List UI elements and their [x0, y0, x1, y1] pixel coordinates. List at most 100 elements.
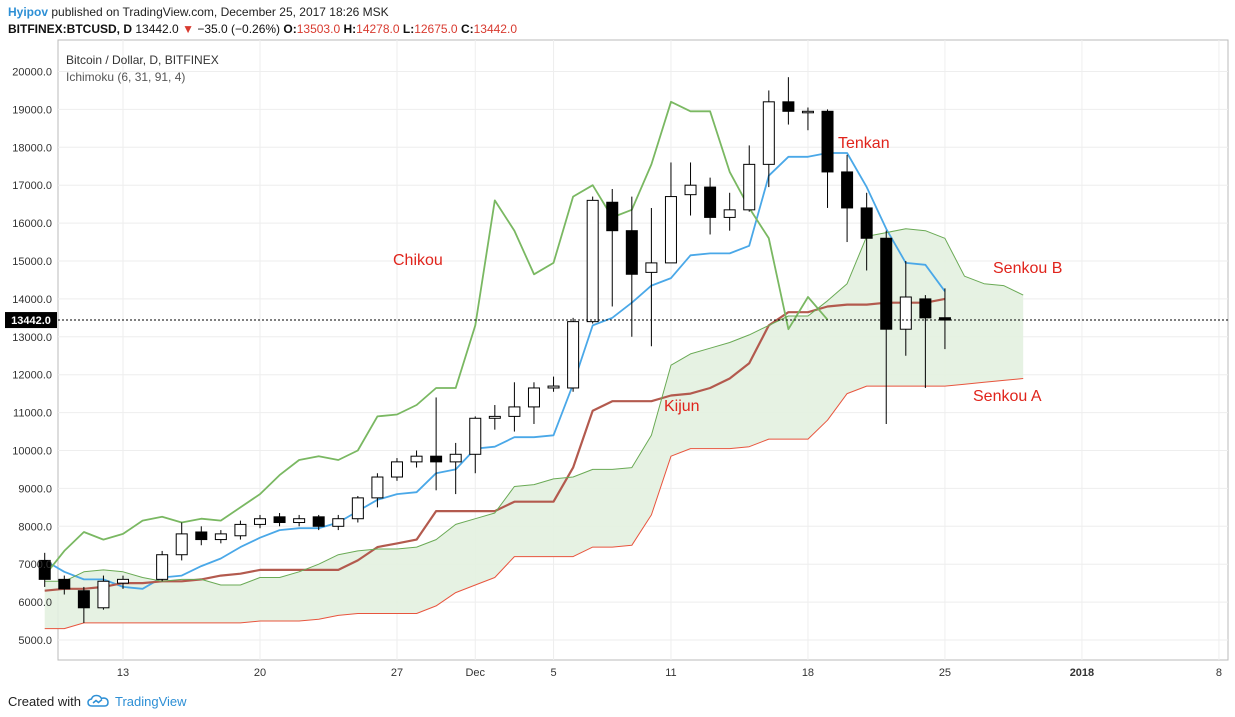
candle-body-down: [880, 237, 893, 330]
ichimoku-cloud: [44, 228, 1024, 629]
candle: [449, 442, 462, 495]
candle-body-up: [371, 476, 384, 499]
candle-body-up: [508, 406, 521, 417]
candle: [508, 382, 521, 432]
candle-body-up: [156, 554, 169, 580]
y-tick-label: 17000.0: [12, 180, 52, 192]
candle: [58, 575, 71, 595]
candle: [919, 295, 932, 388]
x-tick-label: 13: [117, 667, 129, 679]
plot-frame: [57, 39, 1229, 661]
author-link[interactable]: Hyipov: [8, 5, 49, 19]
indicator-lines: [43, 100, 1024, 630]
x-tick-label: 8: [1216, 667, 1222, 679]
candle-body-down: [860, 207, 873, 239]
annotation-senkou-a: Senkou A: [973, 388, 1042, 405]
chart-canvas[interactable]: 5000.0 6000.0 7000.0 8000.0 9000.0 10000.0 110…: [0, 0, 1235, 690]
y-tick-label: 7000.0: [18, 559, 52, 571]
candle-body-down: [430, 455, 443, 463]
y-tick-label: 5000.0: [18, 635, 52, 647]
candle: [606, 188, 619, 307]
candle-body-up: [801, 110, 814, 114]
symbol-name: BITFINEX:BTCUSD, D: [8, 22, 132, 36]
candle-body-up: [117, 578, 129, 584]
high-value: 14278.0: [356, 22, 400, 36]
candle-body-up: [527, 387, 540, 408]
y-tick-label: 10000.0: [12, 446, 52, 458]
price-tag: [5, 312, 57, 329]
candle-body-up: [547, 385, 560, 389]
candle: [371, 473, 384, 508]
candle-body-down: [58, 578, 71, 590]
tradingview-logo[interactable]: TradingView: [87, 694, 187, 709]
candle-body-down: [782, 101, 795, 112]
candle: [841, 154, 854, 243]
kijun-line: [44, 297, 946, 592]
price-change: −35.0 (−0.26%): [197, 22, 281, 36]
candle: [801, 107, 814, 131]
y-tick-label: 12000.0: [12, 370, 52, 382]
candle: [899, 261, 912, 356]
candle: [351, 495, 364, 523]
annotation-tenkan: Tenkan: [838, 135, 890, 152]
candle-body-up: [743, 163, 756, 211]
candle: [390, 458, 403, 481]
grid-lines: [58, 40, 1228, 660]
footer: Created with TradingView: [8, 690, 187, 712]
candle-body-down: [312, 516, 325, 527]
low-value: 12675.0: [414, 22, 458, 36]
annotation-chikou: Chikou: [393, 252, 443, 269]
candle: [723, 192, 736, 231]
tradingview-brand: TradingView: [114, 693, 187, 709]
current-price-line: 13442.0: [5, 312, 1228, 329]
candle-body-down: [938, 317, 951, 321]
candle-body-up: [684, 184, 697, 196]
candle-body-up: [234, 523, 247, 537]
candle-body-up: [488, 415, 501, 419]
candle: [117, 575, 129, 589]
open-label: O:: [283, 22, 297, 36]
annotation-senkou-b: Senkou B: [993, 260, 1062, 277]
y-tick-label: 9000.0: [18, 483, 52, 495]
candle: [880, 230, 893, 424]
y-tick-label: 18000.0: [12, 142, 52, 154]
candle: [77, 586, 90, 623]
candle-body-down: [606, 201, 619, 232]
candle: [312, 514, 325, 531]
candle-body-down: [38, 559, 51, 580]
created-with-text: Created with: [8, 693, 81, 709]
candle-body-up: [97, 580, 110, 609]
symbol-line: BITFINEX:BTCUSD, D 13442.0 ▼ −35.0 (−0.2…: [8, 21, 1227, 38]
y-tick-label: 20000.0: [12, 67, 52, 79]
close-label: C:: [460, 22, 474, 36]
x-tick-label: 2018: [1070, 667, 1094, 679]
candle: [430, 397, 443, 491]
candle-body-up: [664, 196, 677, 264]
y-tick-label: 16000.0: [12, 218, 52, 230]
candle-body-down: [77, 590, 90, 609]
candle: [860, 192, 873, 271]
senkou-b-line: [44, 228, 1024, 586]
candle-body-up: [351, 497, 364, 520]
cloud-logo-icon: [87, 694, 109, 707]
candle-body-up: [645, 262, 658, 273]
y-tick-label: 14000.0: [12, 294, 52, 306]
cloud-area: [44, 228, 1024, 629]
candle-body-up: [175, 533, 188, 556]
candle: [38, 552, 51, 587]
candle: [938, 288, 951, 350]
x-tick-label: 20: [254, 667, 266, 679]
candle-body-up: [567, 321, 580, 389]
candle-body-up: [293, 518, 306, 524]
candle: [762, 90, 775, 188]
x-tick-label: 27: [391, 667, 403, 679]
axes: 5000.0 6000.0 7000.0 8000.0 9000.0 10000.0 110…: [12, 67, 1222, 680]
candle-body-down: [625, 230, 638, 275]
candle: [156, 550, 169, 582]
candle: [97, 575, 110, 610]
candle: [586, 196, 599, 324]
tenkan-line: [44, 152, 946, 590]
candle: [273, 513, 286, 527]
candle-body-down: [841, 171, 854, 209]
candle: [645, 207, 658, 347]
